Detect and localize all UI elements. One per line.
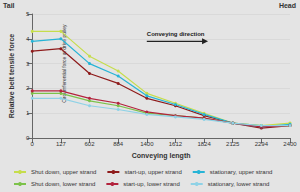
svg-text:0: 0 — [31, 141, 35, 147]
svg-text:Shut down, upper strand: Shut down, upper strand — [31, 169, 96, 175]
svg-text:Circumferential force at drive: Circumferential force at drive pulley — [60, 24, 67, 103]
svg-text:Conveying direction: Conveying direction — [147, 31, 205, 37]
svg-text:2125: 2125 — [226, 141, 240, 147]
svg-text:Head: Head — [279, 2, 296, 9]
svg-text:127: 127 — [56, 141, 67, 147]
svg-text:1824: 1824 — [197, 141, 211, 147]
svg-text:start-up, lower strand: start-up, lower strand — [123, 181, 179, 187]
svg-text:start-up, upper strand: start-up, upper strand — [124, 169, 181, 175]
svg-text:Shut down, lower strand: Shut down, lower strand — [31, 181, 95, 187]
svg-text:stationary, upper strand: stationary, upper strand — [210, 169, 273, 175]
svg-text:1: 1 — [26, 110, 30, 116]
svg-text:Tail: Tail — [3, 2, 15, 9]
svg-text:3: 3 — [26, 61, 30, 67]
svg-text:602: 602 — [85, 141, 96, 147]
svg-text:0: 0 — [26, 135, 30, 141]
svg-text:4: 4 — [26, 36, 30, 42]
svg-text:2400: 2400 — [283, 141, 297, 147]
svg-text:884: 884 — [113, 141, 124, 147]
svg-text:1612: 1612 — [169, 141, 183, 147]
svg-text:2: 2 — [26, 85, 30, 91]
svg-text:2294: 2294 — [255, 141, 269, 147]
svg-text:1400: 1400 — [140, 141, 154, 147]
svg-text:Relative belt tensile force: Relative belt tensile force — [8, 34, 15, 119]
svg-text:5: 5 — [26, 11, 30, 17]
svg-text:Conveying length: Conveying length — [132, 152, 191, 160]
svg-text:stationary, lower strand: stationary, lower strand — [208, 181, 270, 187]
